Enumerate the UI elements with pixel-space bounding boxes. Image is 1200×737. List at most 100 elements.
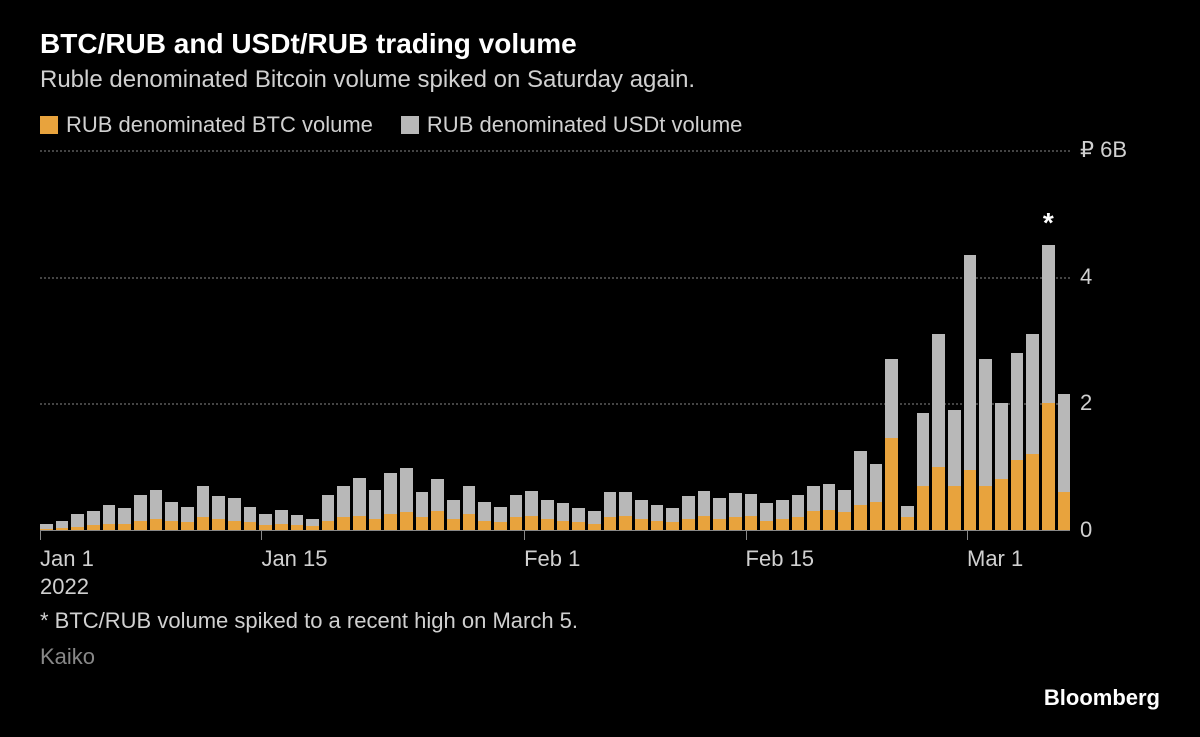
bar (932, 150, 945, 530)
bar-segment-usdt (478, 502, 491, 521)
bar-segment-usdt (275, 510, 288, 524)
bar (87, 150, 100, 530)
bar-segment-btc (885, 438, 898, 530)
bar (322, 150, 335, 530)
x-tick-label: Feb 15 (746, 546, 815, 572)
bar-segment-btc (964, 470, 977, 530)
bar (306, 150, 319, 530)
bar-segment-btc (416, 517, 429, 530)
bar (118, 150, 131, 530)
bar (71, 150, 84, 530)
chart-container: BTC/RUB and USDt/RUB trading volume Rubl… (0, 0, 1200, 737)
x-axis-tick: Feb 15 (746, 530, 815, 572)
bar (1058, 150, 1071, 530)
bar-segment-btc (212, 519, 225, 530)
bar (134, 150, 147, 530)
bar-segment-btc (917, 486, 930, 530)
bar-segment-usdt (541, 500, 554, 519)
bar-segment-usdt (103, 505, 116, 524)
bar-segment-usdt (337, 486, 350, 518)
bar (353, 150, 366, 530)
bar-segment-btc (494, 522, 507, 530)
bar-segment-usdt (729, 493, 742, 517)
bar-segment-btc (1058, 492, 1071, 530)
bar-segment-usdt (510, 495, 523, 517)
bar-segment-usdt (212, 496, 225, 518)
bar-segment-usdt (134, 495, 147, 520)
bar (384, 150, 397, 530)
bar (291, 150, 304, 530)
bar-segment-btc (1026, 454, 1039, 530)
bar: * (1042, 150, 1055, 530)
bar (431, 150, 444, 530)
bar (337, 150, 350, 530)
bar-segment-usdt (322, 495, 335, 520)
bar-segment-usdt (948, 410, 961, 486)
bar-segment-usdt (995, 403, 1008, 479)
bar-segment-usdt (291, 515, 304, 525)
bar-segment-usdt (588, 511, 601, 524)
bar-segment-usdt (713, 498, 726, 518)
bar (713, 150, 726, 530)
legend-label-btc: RUB denominated BTC volume (66, 112, 373, 138)
bar-segment-btc (619, 516, 632, 530)
bar-segment-usdt (823, 484, 836, 509)
bar-segment-usdt (463, 486, 476, 515)
bar (447, 150, 460, 530)
legend-swatch-btc (40, 116, 58, 134)
x-tick-mark (524, 530, 525, 540)
bar-segment-btc (525, 516, 538, 530)
bar-segment-btc (197, 517, 210, 530)
bar-segment-usdt (666, 508, 679, 522)
legend-item-usdt: RUB denominated USDt volume (401, 112, 742, 138)
bar (541, 150, 554, 530)
bar (979, 150, 992, 530)
x-axis-tick: Mar 1 (967, 530, 1023, 572)
bar-segment-btc (150, 519, 163, 530)
bar-segment-usdt (557, 503, 570, 521)
brand-label: Bloomberg (1044, 685, 1160, 711)
bar-segment-btc (713, 519, 726, 530)
bar (807, 150, 820, 530)
bar (682, 150, 695, 530)
bar-segment-usdt (494, 507, 507, 523)
legend-swatch-usdt (401, 116, 419, 134)
bar (870, 150, 883, 530)
bar-segment-usdt (792, 495, 805, 517)
bar-segment-btc (823, 510, 836, 530)
bar-segment-btc (979, 486, 992, 530)
x-axis: Jan 12022Jan 15Feb 1Feb 15Mar 1 (40, 530, 1070, 600)
bar (823, 150, 836, 530)
bar (948, 150, 961, 530)
bar (792, 150, 805, 530)
bar-segment-usdt (885, 359, 898, 438)
bar-segment-btc (557, 521, 570, 531)
bar-segment-usdt (635, 500, 648, 519)
bar (510, 150, 523, 530)
bar-segment-usdt (979, 359, 992, 486)
bar-segment-btc (666, 522, 679, 530)
bar-segment-usdt (572, 508, 585, 522)
bar-segment-usdt (165, 502, 178, 521)
bar (964, 150, 977, 530)
bar-segment-btc (134, 521, 147, 531)
bar (666, 150, 679, 530)
bar-segment-usdt (400, 468, 413, 512)
bar (244, 150, 257, 530)
bar-segment-usdt (181, 507, 194, 523)
bar-segment-usdt (964, 255, 977, 470)
bar-segment-btc (1042, 403, 1055, 530)
bar (885, 150, 898, 530)
bar-segment-btc (369, 519, 382, 530)
bar-segment-usdt (1042, 245, 1055, 403)
bar (745, 150, 758, 530)
bar-segment-usdt (306, 519, 319, 527)
bar-segment-btc (948, 486, 961, 530)
y-axis-label: 0 (1080, 517, 1150, 543)
x-tick-mark (967, 530, 968, 540)
chart-title: BTC/RUB and USDt/RUB trading volume (40, 28, 1160, 60)
x-tick-year: 2022 (40, 574, 94, 600)
bar-segment-btc (854, 505, 867, 530)
bar-segment-btc (510, 517, 523, 530)
bar (212, 150, 225, 530)
